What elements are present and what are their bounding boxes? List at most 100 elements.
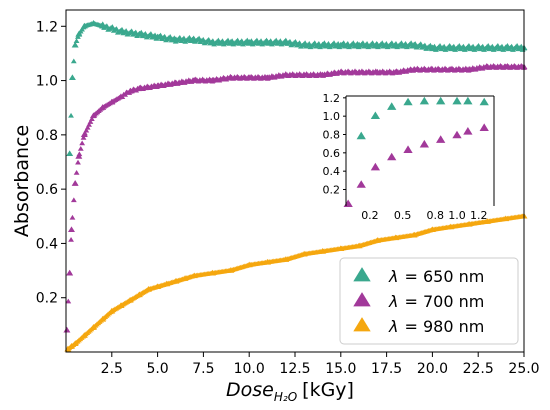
data-marker bbox=[87, 119, 94, 124]
data-marker bbox=[69, 74, 76, 80]
inset-data-point bbox=[370, 162, 381, 171]
data-marker bbox=[109, 24, 116, 29]
data-marker bbox=[64, 327, 70, 333]
inset-data-point bbox=[479, 123, 489, 131]
data-marker bbox=[75, 34, 81, 39]
data-marker bbox=[296, 40, 303, 46]
inset-x-tick-label: 1.0 bbox=[448, 209, 466, 222]
data-marker bbox=[103, 23, 110, 28]
inset-y-axis: 0.2 0.4 0.6 0.8 1.0 1.2 bbox=[323, 92, 346, 197]
data-marker bbox=[79, 140, 86, 146]
data-marker bbox=[412, 41, 419, 46]
inset-x-tick-label: 1.2 bbox=[470, 209, 488, 222]
data-marker bbox=[128, 28, 135, 34]
inset-series-650-nm bbox=[356, 96, 489, 140]
data-marker bbox=[157, 32, 164, 38]
data-marker bbox=[72, 42, 79, 48]
legend-value: = 980 nm bbox=[404, 317, 484, 336]
inset-data-point bbox=[403, 145, 413, 153]
x-axis-label: DoseH₂O [kGy] bbox=[226, 379, 354, 404]
inset-data-point bbox=[419, 96, 429, 105]
x-tick-label: 7.5 bbox=[192, 361, 214, 377]
inset-y-tick-label: 0.2 bbox=[323, 184, 341, 197]
x-tick-label: 25.0 bbox=[508, 361, 539, 377]
inset-plot-area bbox=[343, 96, 489, 208]
inset-data-point bbox=[356, 180, 366, 188]
inset-data-point bbox=[436, 96, 446, 105]
x-tick-label: 5.0 bbox=[146, 361, 168, 377]
inset-chart: 0.2 0.5 0.8 1.0 1.2 0.2 0.4 0.6 0.8 1.0 1.2 bbox=[323, 92, 495, 222]
data-marker bbox=[80, 135, 87, 140]
y-tick-label: 0.8 bbox=[36, 128, 58, 144]
legend-label: λ = 980 nm bbox=[388, 317, 484, 336]
inset-y-tick-label: 1.2 bbox=[323, 92, 341, 105]
series-650-nm bbox=[66, 20, 528, 157]
data-marker bbox=[68, 236, 74, 242]
x-tick-label: 2.5 bbox=[101, 361, 123, 377]
data-marker bbox=[65, 298, 72, 304]
inset-data-point bbox=[403, 97, 413, 106]
legend-marker bbox=[353, 267, 371, 282]
inset-data-point bbox=[370, 111, 381, 120]
legend-label: λ = 650 nm bbox=[388, 267, 484, 286]
data-marker bbox=[75, 159, 81, 165]
data-marker bbox=[73, 170, 80, 175]
data-marker bbox=[138, 29, 145, 35]
inset-data-point bbox=[452, 96, 462, 105]
legend-lambda: λ bbox=[388, 317, 398, 336]
data-marker bbox=[73, 38, 80, 43]
data-marker bbox=[287, 38, 293, 44]
inset-y-tick-label: 0.8 bbox=[323, 129, 341, 142]
data-marker bbox=[167, 34, 174, 39]
y-tick-label: 0.4 bbox=[36, 236, 58, 252]
data-marker bbox=[123, 28, 130, 33]
inset-data-point bbox=[463, 127, 473, 135]
data-marker bbox=[171, 35, 178, 41]
data-marker bbox=[82, 130, 88, 136]
main-y-axis: 0.2 0.4 0.6 0.8 1.0 1.2 bbox=[36, 19, 66, 307]
series-700-nm bbox=[63, 62, 528, 333]
data-marker bbox=[142, 31, 149, 36]
y-tick-label: 0.6 bbox=[36, 182, 58, 198]
data-marker bbox=[196, 35, 202, 41]
series-980-nm bbox=[64, 212, 528, 352]
data-marker bbox=[282, 37, 289, 43]
legend-marker bbox=[353, 292, 371, 307]
inset-x-tick-label: 0.8 bbox=[426, 209, 444, 222]
legend-lambda: λ bbox=[388, 292, 398, 311]
data-marker bbox=[205, 37, 212, 42]
data-marker bbox=[84, 124, 91, 130]
data-marker bbox=[70, 197, 77, 203]
data-marker bbox=[76, 151, 83, 157]
data-marker bbox=[66, 269, 73, 275]
x-tick-label: 22.5 bbox=[463, 361, 494, 377]
x-tick-label: 17.5 bbox=[371, 361, 402, 377]
x-axis-label-unit: [kGy] bbox=[302, 379, 354, 401]
inset-data-point bbox=[356, 131, 366, 140]
inset-data-point bbox=[463, 96, 473, 105]
data-marker bbox=[70, 58, 77, 64]
data-marker bbox=[69, 214, 76, 220]
data-marker bbox=[66, 150, 73, 156]
legend-lambda: λ bbox=[388, 267, 398, 286]
x-tick-label: 20.0 bbox=[417, 361, 448, 377]
data-marker bbox=[152, 32, 158, 38]
inset-background bbox=[346, 96, 494, 206]
legend-entry-700: λ = 700 nm bbox=[353, 292, 484, 311]
inset-data-point bbox=[387, 102, 397, 110]
inset-data-point bbox=[479, 97, 489, 106]
legend: λ = 650 nm λ = 700 nm λ = 980 nm bbox=[339, 257, 519, 345]
data-marker bbox=[161, 33, 168, 39]
legend-box bbox=[339, 257, 519, 345]
data-marker bbox=[417, 41, 424, 47]
data-marker bbox=[72, 180, 79, 186]
legend-marker bbox=[353, 317, 371, 332]
inset-data-point bbox=[436, 135, 446, 143]
x-tick-label: 12.5 bbox=[279, 361, 310, 377]
inset-y-tick-label: 0.6 bbox=[323, 147, 341, 160]
inset-x-axis: 0.2 0.5 0.8 1.0 1.2 bbox=[361, 209, 487, 222]
inset-data-point bbox=[419, 139, 429, 148]
data-marker bbox=[421, 42, 428, 48]
inset-x-tick-label: 0.5 bbox=[394, 209, 412, 222]
